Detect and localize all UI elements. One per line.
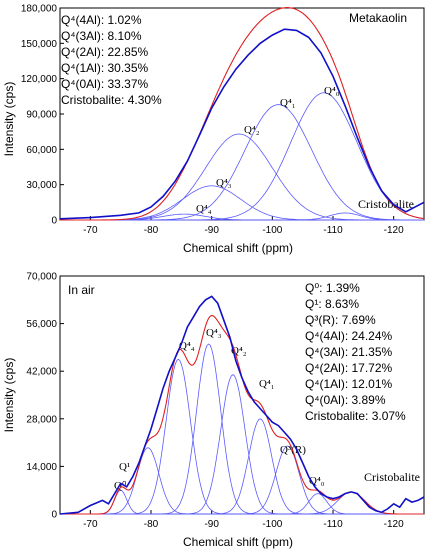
fitted-envelope [60, 7, 425, 221]
y-tick-label: 150,000 [21, 39, 58, 50]
annotation-line: Q⁴(4Al): 24.24% [305, 329, 393, 343]
component-label: Q⁴₁ [259, 378, 275, 390]
component-peak [60, 491, 424, 515]
x-tick-label: -100 [262, 519, 282, 530]
component-label: Q⁴₂ [244, 124, 260, 136]
y-tick-label: 120,000 [21, 74, 58, 85]
annotation-line: Q⁴(0Al): 33.37% [61, 77, 149, 91]
annotation-line: Q¹: 8.63% [305, 297, 359, 311]
x-tick-label: -100 [262, 225, 282, 236]
chart-panel-in-air: In air Q⁰: 1.39% Q¹: 8.63% Q³(R): 7.69% … [2, 272, 425, 549]
y-tick-label: 28,000 [26, 414, 57, 425]
y-tick-label: 42,000 [26, 367, 57, 378]
y-tick-label: 30,000 [26, 180, 57, 191]
x-tick-label: -110 [323, 519, 343, 530]
x-tick-label: -110 [323, 225, 343, 236]
annotation-box: Q⁰: 1.39% Q¹: 8.63% Q³(R): 7.69% Q⁴(4Al)… [305, 281, 406, 423]
x-tick-label: -80 [144, 225, 159, 236]
y-tick-label: 56,000 [26, 319, 57, 330]
annotation-line: Q⁴(2Al): 22.85% [61, 45, 149, 59]
x-tick-label: -120 [384, 519, 404, 530]
x-tick-label: -70 [83, 225, 98, 236]
annotation-box: Q⁴(4Al): 1.02% Q⁴(3Al): 8.10% Q⁴(2Al): 2… [61, 13, 162, 107]
x-tick-label: -120 [384, 225, 404, 236]
x-axis-label: Chemical shift (ppm) [183, 241, 293, 255]
chart-panel-metakaolin: Metakaolin Q⁴(4Al): 1.02% Q⁴(3Al): 8.10%… [2, 4, 425, 255]
x-axis-label: Chemical shift (ppm) [183, 535, 293, 549]
component-label: Q¹ [119, 461, 130, 473]
y-tick-label: 90,000 [26, 110, 57, 121]
x-tick-label: -80 [144, 519, 159, 530]
y-axis-label: Intensity (cps) [2, 358, 16, 433]
component-label: Q⁴₃ [206, 327, 222, 339]
annotation-line: Q⁴(2Al): 17.72% [305, 361, 393, 375]
component-label: Cristobalite [358, 197, 414, 211]
annotation-line: Cristobalite: 4.30% [61, 93, 162, 107]
x-tick-label: -70 [83, 519, 98, 530]
component-peak [60, 493, 424, 515]
component-label: Q⁴₀ [324, 85, 340, 97]
x-tick-label: -90 [204, 225, 219, 236]
y-tick-label: 70,000 [26, 272, 57, 283]
annotation-line: Q⁴(1Al): 30.35% [61, 61, 149, 75]
y-axis-label: Intensity (cps) [2, 82, 16, 157]
annotation-line: Q⁴(1Al): 12.01% [305, 377, 393, 391]
y-tick-label: 60,000 [26, 145, 57, 156]
x-tick-label: -90 [204, 519, 219, 530]
annotation-line: Q⁴(3Al): 21.35% [305, 345, 393, 359]
experimental-spectrum [59, 295, 425, 515]
annotation-line: Q⁴(4Al): 1.02% [61, 13, 142, 27]
annotation-line: Cristobalite: 3.07% [305, 409, 406, 423]
y-tick-label: 14,000 [26, 462, 57, 473]
component-label: Q⁴₃ [216, 177, 232, 189]
component-label: Q⁴₁ [280, 97, 296, 109]
component-label: Q⁴₄ [196, 203, 212, 215]
chart-title: In air [68, 283, 95, 297]
y-tick-label: 0 [51, 510, 57, 521]
y-tick-label: 180,000 [21, 4, 58, 15]
annotation-line: Q⁴(0Al): 3.89% [305, 393, 386, 407]
annotation-line: Q⁰: 1.39% [305, 281, 360, 295]
annotation-line: Q³(R): 7.69% [305, 313, 376, 327]
y-tick-label: 0 [51, 216, 57, 227]
annotation-line: Q⁴(3Al): 8.10% [61, 29, 142, 43]
component-label: Cristobalite [364, 470, 420, 484]
component-label: Q⁴₄ [179, 340, 195, 352]
experimental-spectrum [59, 28, 425, 220]
chart-title: Metakaolin [349, 11, 407, 25]
